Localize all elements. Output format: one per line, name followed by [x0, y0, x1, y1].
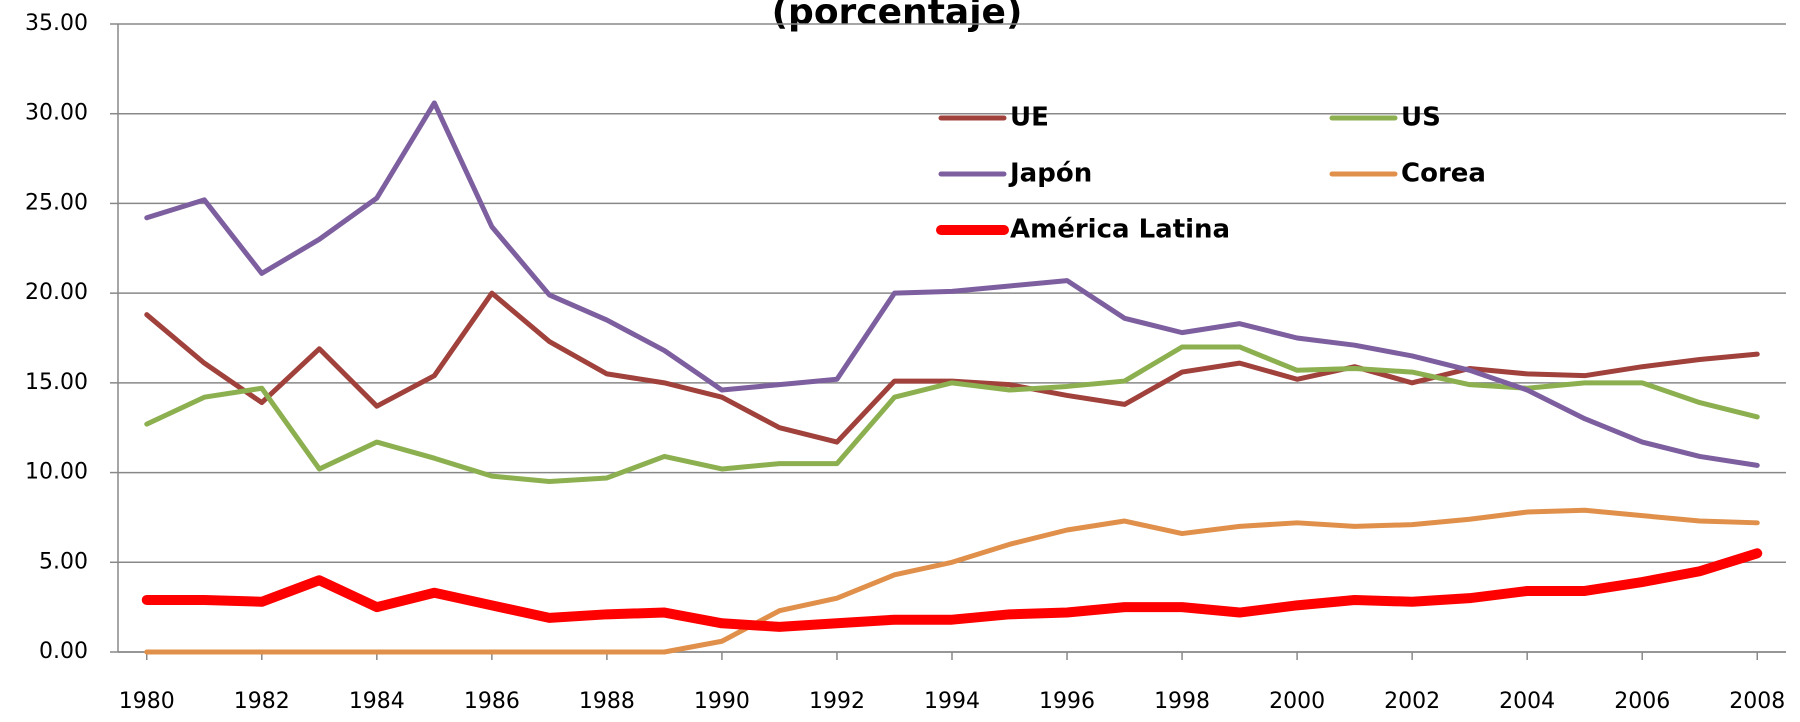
y-tick-label: 5.00 — [39, 549, 88, 574]
x-tick-label: 2000 — [1269, 689, 1325, 714]
legend-label: América Latina — [1010, 215, 1230, 245]
series-line — [144, 100, 1760, 468]
x-tick-label: 2004 — [1499, 689, 1555, 714]
y-tick-label: 20.00 — [25, 280, 88, 305]
y-tick-label: 15.00 — [25, 370, 88, 395]
x-tick-label: 1996 — [1039, 689, 1095, 714]
series-line — [144, 290, 1760, 445]
x-tick-label: 2008 — [1729, 689, 1785, 714]
x-tick-label: 2002 — [1384, 689, 1440, 714]
y-tick-label: 30.00 — [25, 101, 88, 126]
legend-label: UE — [1010, 103, 1049, 133]
series-line — [144, 507, 1760, 655]
x-tick-label: 1992 — [809, 689, 865, 714]
x-tick-label: 1984 — [349, 689, 405, 714]
x-tick-label: 1990 — [694, 689, 750, 714]
series-line — [141, 548, 1763, 632]
x-tick-label: 1994 — [924, 689, 980, 714]
y-tick-label: 0.00 — [39, 639, 88, 664]
x-tick-label: 1982 — [234, 689, 290, 714]
x-tick-label: 1998 — [1154, 689, 1210, 714]
y-tick-label: 35.00 — [25, 11, 88, 36]
legend-label: Japón — [1008, 159, 1092, 189]
legend-label: US — [1401, 103, 1441, 133]
x-tick-label: 2006 — [1614, 689, 1670, 714]
y-tick-label: 10.00 — [25, 460, 88, 485]
chart-title: (porcentaje) — [772, 0, 1023, 33]
y-tick-label: 25.00 — [25, 190, 88, 215]
x-tick-label: 1980 — [119, 689, 175, 714]
x-tick-label: 1986 — [464, 689, 520, 714]
series-line — [144, 344, 1760, 485]
x-tick-label: 1988 — [579, 689, 635, 714]
legend-label: Corea — [1401, 159, 1486, 189]
